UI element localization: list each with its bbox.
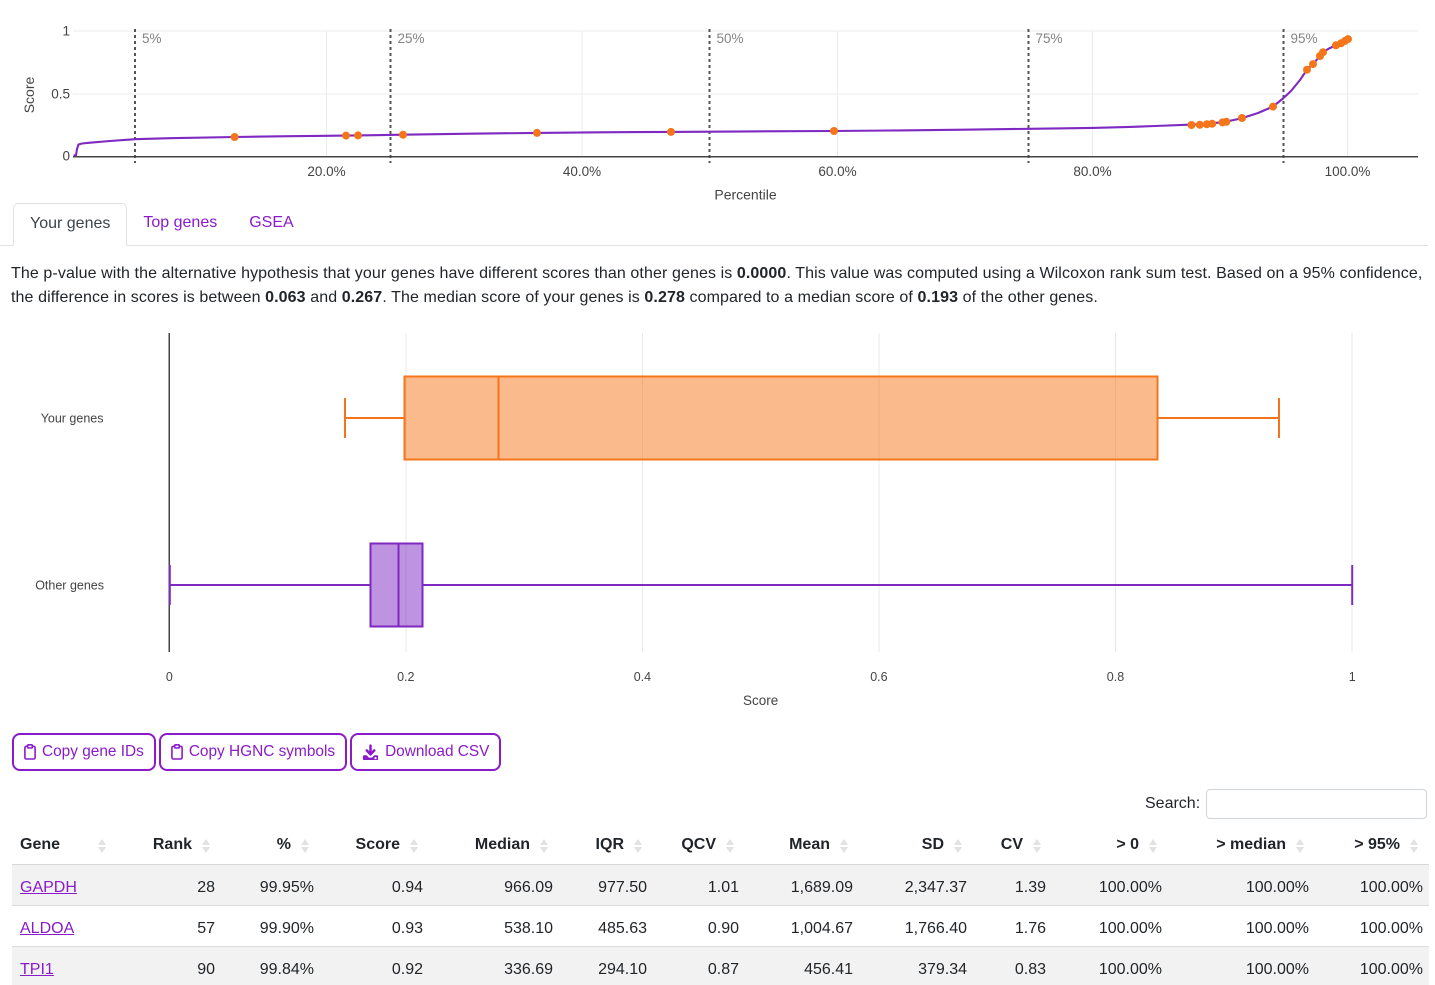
svg-text:0.6: 0.6	[870, 670, 887, 684]
svg-text:100.0%: 100.0%	[1325, 164, 1371, 179]
svg-text:0.8: 0.8	[1107, 670, 1124, 684]
svg-text:80.0%: 80.0%	[1073, 164, 1111, 179]
svg-text:0.5: 0.5	[51, 87, 70, 102]
svg-text:5%: 5%	[142, 31, 162, 46]
svg-text:Percentile: Percentile	[714, 187, 776, 203]
svg-text:Other genes: Other genes	[35, 579, 104, 593]
svg-text:0.2: 0.2	[397, 670, 414, 684]
svg-text:1: 1	[1349, 670, 1356, 684]
svg-text:50%: 50%	[717, 31, 744, 46]
svg-text:0.4: 0.4	[634, 670, 651, 684]
svg-text:40.0%: 40.0%	[563, 164, 601, 179]
svg-text:20.0%: 20.0%	[307, 164, 345, 179]
svg-text:0: 0	[62, 149, 70, 164]
svg-text:95%: 95%	[1291, 31, 1318, 46]
svg-text:Score: Score	[743, 693, 778, 708]
svg-text:60.0%: 60.0%	[818, 164, 856, 179]
svg-text:25%: 25%	[398, 31, 425, 46]
svg-text:0: 0	[166, 670, 173, 684]
svg-text:75%: 75%	[1036, 31, 1063, 46]
svg-text:1: 1	[62, 24, 70, 39]
svg-text:Your genes: Your genes	[41, 412, 104, 426]
svg-text:Score: Score	[21, 77, 37, 114]
